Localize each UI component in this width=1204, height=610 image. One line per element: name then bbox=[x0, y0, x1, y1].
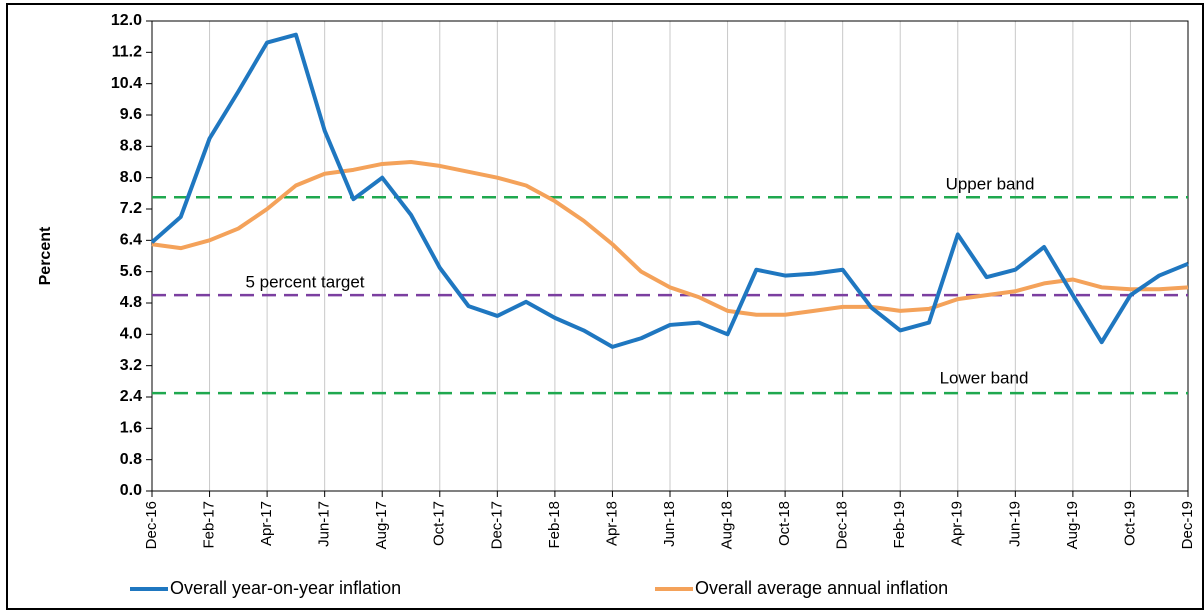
y-tick-label: 7.2 bbox=[120, 200, 142, 217]
x-tick-label: Feb-18 bbox=[546, 501, 563, 549]
x-tick-label: Apr-18 bbox=[603, 501, 620, 546]
y-tick-label: 9.6 bbox=[120, 106, 142, 123]
y-tick-label: 1.6 bbox=[120, 420, 142, 437]
x-tick-label: Aug-18 bbox=[719, 501, 736, 549]
legend-label: Overall average annual inflation bbox=[695, 578, 948, 598]
y-tick-label: 6.4 bbox=[120, 232, 142, 249]
x-tick-label: Apr-19 bbox=[949, 501, 966, 546]
x-tick-label: Aug-19 bbox=[1064, 501, 1081, 549]
y-tick-label: 4.0 bbox=[120, 326, 142, 343]
y-tick-label: 0.0 bbox=[120, 482, 142, 499]
series-line bbox=[150, 32, 1189, 349]
x-tick-label: Dec-18 bbox=[834, 501, 851, 549]
y-tick-label: 8.0 bbox=[120, 169, 142, 186]
y-tick-label: 0.8 bbox=[120, 451, 142, 468]
x-tick-label: Jun-18 bbox=[661, 501, 678, 547]
x-tick-label: Jun-17 bbox=[316, 501, 333, 547]
x-tick-label: Feb-19 bbox=[891, 501, 908, 549]
y-tick-label: 2.4 bbox=[120, 388, 142, 405]
reference-label: Lower band bbox=[940, 369, 1029, 388]
x-tick-label: Aug-17 bbox=[373, 501, 390, 549]
y-tick-label: 3.2 bbox=[120, 357, 142, 374]
x-tick-label: Oct-18 bbox=[776, 501, 793, 546]
x-tick-label: Dec-17 bbox=[488, 501, 505, 549]
y-axis-label: Percent bbox=[37, 226, 54, 285]
frame bbox=[6, 3, 1204, 610]
x-tick-label: Dec-16 bbox=[143, 501, 160, 549]
x-tick-label: Dec-19 bbox=[1179, 501, 1196, 549]
reference-label: 5 percent target bbox=[245, 273, 364, 292]
x-tick-label: Oct-17 bbox=[431, 501, 448, 546]
x-tick-label: Apr-17 bbox=[258, 501, 275, 546]
x-tick-label: Oct-19 bbox=[1121, 501, 1138, 546]
y-tick-label: 12.0 bbox=[111, 12, 142, 29]
plot-border bbox=[151, 20, 1189, 492]
series-line bbox=[151, 160, 1189, 317]
y-tick-label: 8.8 bbox=[120, 138, 142, 155]
y-tick-label: 10.4 bbox=[111, 75, 142, 92]
y-tick-label: 4.8 bbox=[120, 294, 142, 311]
reference-label: Upper band bbox=[946, 175, 1035, 194]
y-tick-label: 11.2 bbox=[112, 44, 142, 61]
x-tick-label: Jun-19 bbox=[1006, 501, 1023, 547]
legend-label: Overall year-on-year inflation bbox=[170, 578, 401, 598]
y-tick-label: 5.6 bbox=[120, 263, 142, 280]
x-tick-label: Feb-17 bbox=[201, 501, 218, 549]
